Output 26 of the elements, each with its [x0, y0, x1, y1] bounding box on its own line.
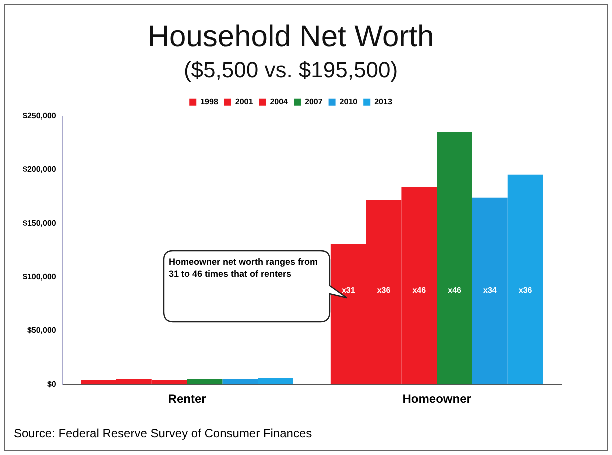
x-tick-label: Homeowner — [402, 392, 472, 406]
data-label: x34 — [484, 286, 498, 295]
y-tick-label: $100,000 — [22, 272, 57, 282]
y-tick-label: $200,000 — [22, 165, 57, 174]
legend-label: 2010 — [340, 98, 358, 107]
y-tick-label: $150,000 — [22, 218, 57, 228]
chart-title: Household Net Worth — [148, 20, 434, 54]
data-label: x46 — [448, 286, 462, 295]
chart-subtitle: ($5,500 vs. $195,500) — [184, 57, 398, 82]
annotation: Homeowner net worth ranges from 31 to 46 times that of renters — [169, 256, 319, 280]
data-label: x36 — [377, 286, 392, 295]
bar — [437, 132, 472, 385]
legend-label: 2001 — [235, 98, 254, 107]
x-tick-label: Renter — [168, 392, 207, 406]
y-tick-label: $250,000 — [22, 112, 57, 121]
data-label: x31 — [342, 286, 356, 295]
legend-label: 2004 — [270, 98, 289, 107]
legend-label: 2013 — [374, 98, 393, 107]
legend-label: 1998 — [200, 98, 219, 107]
data-label: x46 — [412, 286, 427, 295]
legend-label: 2007 — [305, 98, 324, 107]
source-note: Source: Federal Reserve Survey of Consumer Finances — [14, 426, 312, 440]
y-tick-label: $50,000 — [27, 326, 57, 336]
y-tick-label: $0 — [47, 380, 57, 389]
bar — [187, 379, 223, 385]
data-label: x36 — [518, 286, 533, 295]
